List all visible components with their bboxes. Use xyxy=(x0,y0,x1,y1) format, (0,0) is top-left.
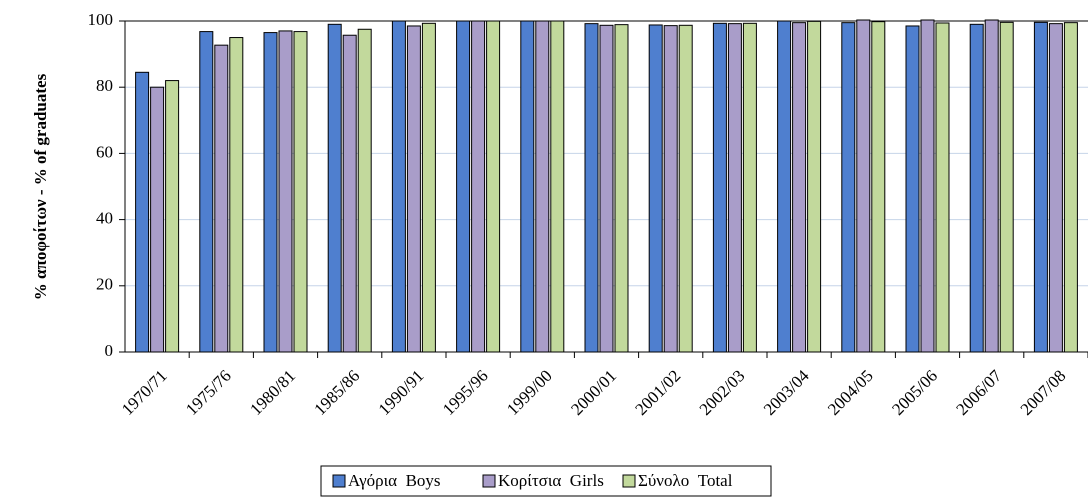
x-tick-label: 2004/05 xyxy=(824,366,877,419)
bar xyxy=(135,71,150,353)
bar xyxy=(263,32,278,353)
bar xyxy=(1048,23,1063,353)
bar xyxy=(391,20,406,353)
bar xyxy=(471,20,486,353)
legend-label: Σύνολο Total xyxy=(638,471,733,490)
bar xyxy=(327,23,342,353)
bar xyxy=(871,21,886,353)
bar xyxy=(969,23,984,353)
bar xyxy=(742,22,757,353)
bar xyxy=(856,19,871,353)
bar xyxy=(199,31,214,353)
bar xyxy=(663,25,678,353)
x-tick-label: 1980/81 xyxy=(246,366,299,419)
bar xyxy=(678,24,693,353)
legend-label: Κορίτσια Girls xyxy=(498,471,604,490)
bar xyxy=(520,20,535,353)
bar xyxy=(777,20,792,353)
x-tick-label: 2001/02 xyxy=(631,366,684,419)
y-tick-label: 40 xyxy=(96,209,113,228)
y-tick-label: 20 xyxy=(96,275,113,294)
x-tick-label: 1995/96 xyxy=(439,366,492,419)
y-tick-label: 100 xyxy=(88,10,114,29)
bar xyxy=(584,23,599,353)
y-tick-label: 60 xyxy=(96,142,113,161)
bar xyxy=(357,28,372,353)
y-axis-label: % αποφοίτων - % of graduates xyxy=(31,73,50,300)
legend-swatch xyxy=(332,474,346,488)
bar xyxy=(999,21,1014,353)
x-tick-label: 1985/86 xyxy=(310,366,363,419)
bar xyxy=(841,22,856,353)
bar xyxy=(406,25,421,353)
bar xyxy=(535,20,550,353)
bar xyxy=(214,44,229,353)
x-tick-label: 1970/71 xyxy=(118,366,171,419)
bar xyxy=(342,34,357,353)
legend-box xyxy=(320,465,772,497)
legend-swatch xyxy=(622,474,636,488)
bar xyxy=(165,80,180,353)
y-tick-label: 80 xyxy=(96,76,113,95)
bar xyxy=(935,22,950,353)
legend-label: Αγόρια Boys xyxy=(348,471,441,490)
x-tick-label: 2006/07 xyxy=(952,366,1005,419)
bar xyxy=(984,19,999,353)
x-tick-label: 1990/91 xyxy=(375,366,428,419)
bar xyxy=(486,20,501,353)
x-tick-label: 2003/04 xyxy=(760,366,813,419)
bar xyxy=(150,86,165,353)
bar xyxy=(1063,22,1078,353)
x-tick-label: 2002/03 xyxy=(696,366,749,419)
x-tick-label: 2007/08 xyxy=(1017,366,1070,419)
bar xyxy=(727,23,742,353)
bar xyxy=(712,22,727,353)
bar xyxy=(807,20,822,353)
bar xyxy=(278,30,293,353)
bar xyxy=(792,22,807,353)
bar xyxy=(614,24,629,353)
x-tick-label: 2000/01 xyxy=(567,366,620,419)
bar xyxy=(905,25,920,353)
bar xyxy=(293,31,308,353)
bar xyxy=(550,20,565,353)
x-tick-label: 1999/00 xyxy=(503,366,556,419)
legend-swatch xyxy=(482,474,496,488)
x-tick-label: 2005/06 xyxy=(888,366,941,419)
bar xyxy=(648,24,663,353)
x-tick-label: 1975/76 xyxy=(182,366,235,419)
bar xyxy=(456,20,471,353)
bar xyxy=(229,37,244,353)
y-tick-label: 0 xyxy=(105,341,114,360)
bar xyxy=(920,19,935,353)
bar xyxy=(421,22,436,353)
bar xyxy=(599,24,614,353)
bar xyxy=(1033,21,1048,353)
